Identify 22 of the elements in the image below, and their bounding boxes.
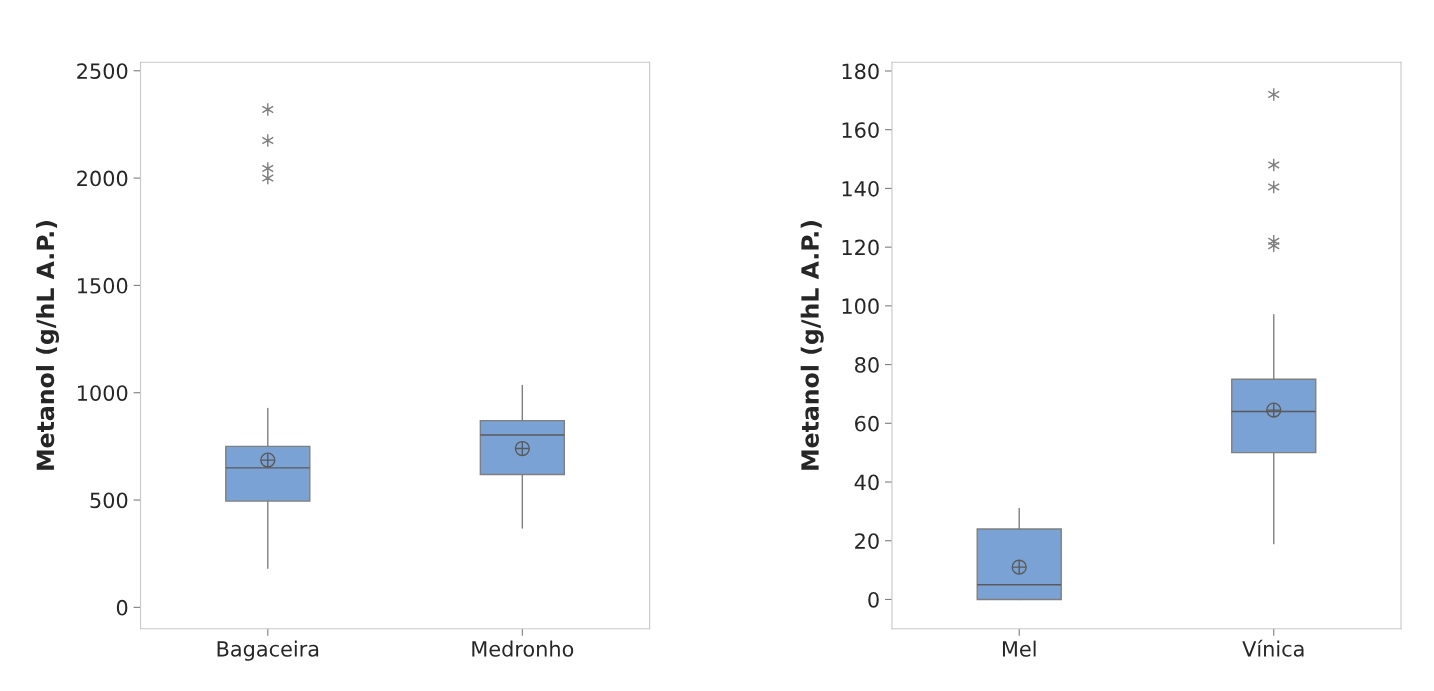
x-tick-label: Medronho <box>472 640 574 657</box>
y-tick-label: 500 <box>90 492 128 509</box>
y-tick-label: 2500 <box>77 63 128 79</box>
y-axis-title: Metanol (g/hL A.P.) <box>36 221 60 470</box>
y-tick-label: 120 <box>842 239 879 256</box>
y-tick-label: 100 <box>842 298 879 315</box>
y-tick-label: 60 <box>855 415 879 432</box>
y-tick-label: 1500 <box>77 277 128 294</box>
y-tick-label: 0 <box>116 599 128 616</box>
y-axis-title: Metanol (g/hL A.P.) <box>800 221 824 470</box>
y-tick-label: 20 <box>855 533 879 549</box>
y-tick-label: 140 <box>842 180 879 197</box>
y-tick-label: 180 <box>842 63 879 80</box>
x-tick-label: Bagaceira <box>217 640 319 661</box>
x-tick-label: Vínica <box>1242 639 1304 657</box>
x-tick-label: Mel <box>1002 640 1036 657</box>
y-tick-label: 0 <box>868 591 879 608</box>
y-tick-label: 80 <box>855 357 879 373</box>
y-tick-label: 160 <box>842 122 879 138</box>
y-tick-label: 40 <box>854 474 879 491</box>
y-tick-label: 2000 <box>77 170 128 187</box>
y-tick-label: 1000 <box>77 385 128 401</box>
